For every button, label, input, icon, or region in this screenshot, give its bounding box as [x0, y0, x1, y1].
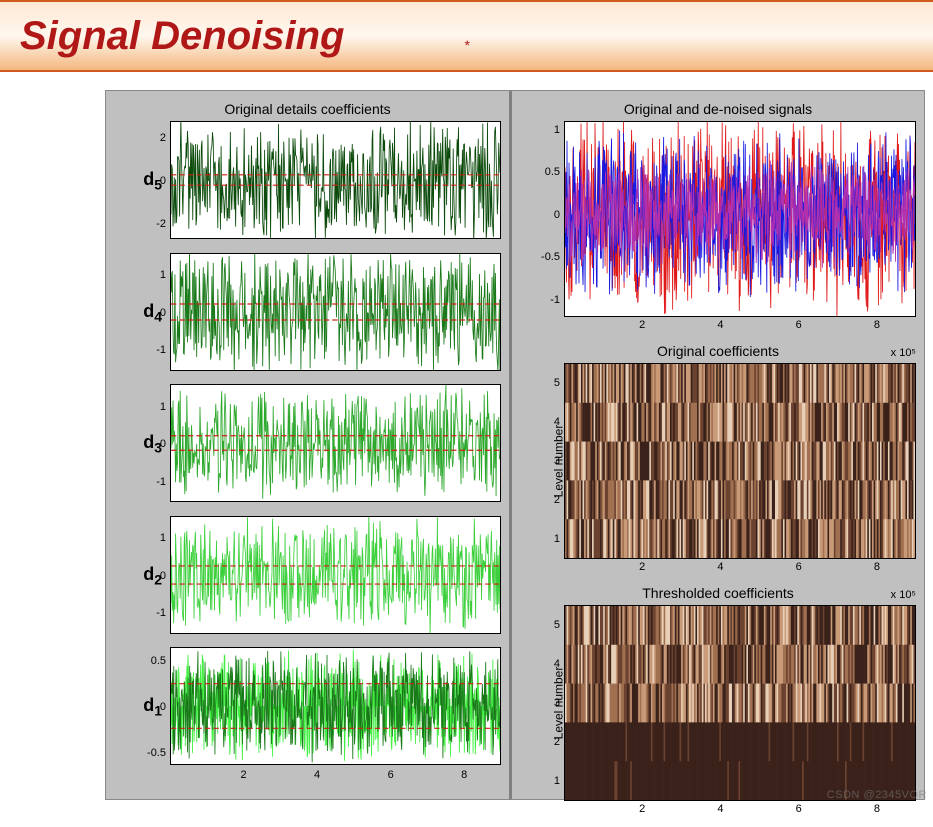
detail-row-d5: d5-202: [114, 121, 501, 241]
detail-subplot-d4: [170, 253, 501, 371]
detail-row-d2: d2-101: [114, 516, 501, 636]
detail-subplot-d5: [170, 121, 501, 239]
left-panel: Original details coefficients d5-202d4-1…: [106, 91, 512, 799]
detail-subplot-d3: [170, 384, 501, 502]
title-bar: Signal Denoising *: [0, 0, 933, 72]
signals-title: Original and de-noised signals: [520, 101, 916, 117]
detail-row-d3: d3-101: [114, 384, 501, 504]
detail-subplot-d2: [170, 516, 501, 634]
signals-subplot: [564, 121, 916, 317]
detail-row-d1: d1-0.500.52468: [114, 647, 501, 767]
asterisk-icon: *: [464, 37, 469, 53]
detail-row-d4: d4-101: [114, 253, 501, 373]
figure-area: Original details coefficients d5-202d4-1…: [105, 90, 925, 800]
orig-coef-title: Original coefficients: [520, 343, 916, 359]
detail-subplot-d1: [170, 647, 501, 765]
thr-coef-subplot: [564, 605, 916, 801]
thr-coef-title: Thresholded coefficients: [520, 585, 916, 601]
watermark: CSDN @2345VOR: [827, 789, 927, 801]
page-title: Signal Denoising: [20, 14, 344, 59]
thr-coef-exponent: x 10⁵: [891, 589, 916, 601]
orig-coef-exponent: x 10⁵: [891, 347, 916, 359]
orig-coef-subplot: [564, 363, 916, 559]
left-panel-title: Original details coefficients: [114, 101, 501, 117]
right-panel: Original and de-noised signals-1-0.500.5…: [512, 91, 924, 799]
